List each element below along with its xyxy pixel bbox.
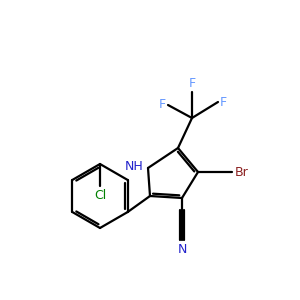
Text: F: F (188, 77, 196, 90)
Text: F: F (159, 98, 166, 112)
Text: Br: Br (235, 166, 249, 178)
Text: Cl: Cl (94, 189, 106, 202)
Text: F: F (220, 95, 227, 109)
Text: NH: NH (125, 160, 144, 173)
Text: N: N (177, 243, 187, 256)
